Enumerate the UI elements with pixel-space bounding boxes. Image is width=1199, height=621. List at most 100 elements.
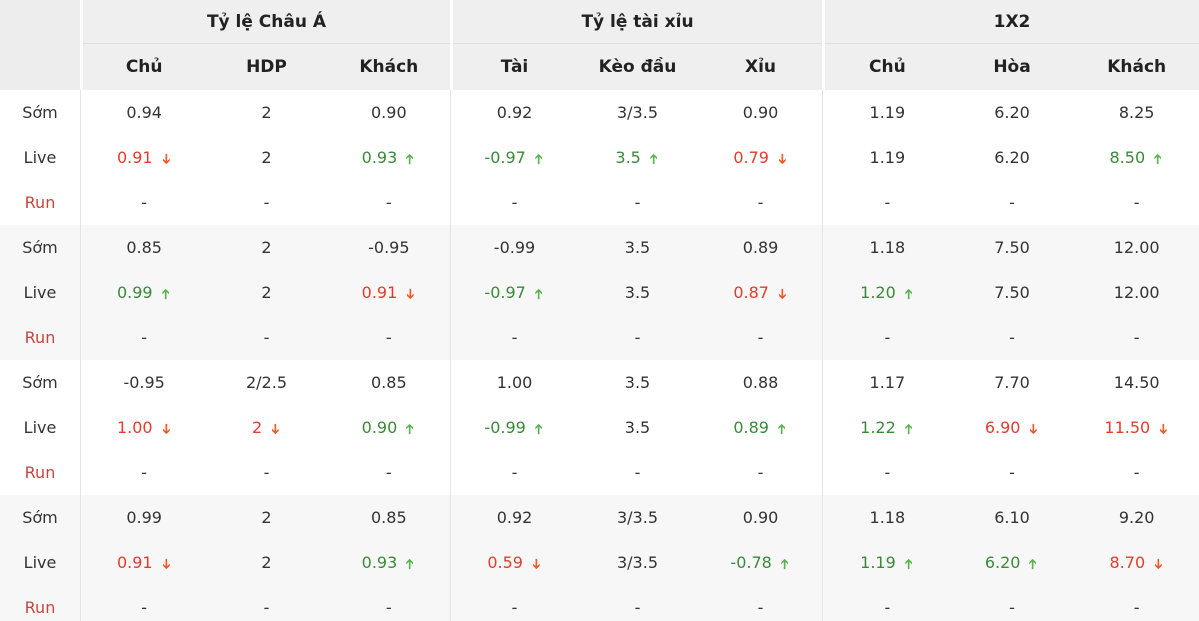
odds-cell: 0.79 (699, 148, 822, 167)
down-arrow-icon (775, 288, 789, 300)
odds-cell: 3/3.5 (576, 553, 699, 572)
odds-cell: -0.95 (328, 238, 450, 257)
odds-cell: 11.50 (1074, 418, 1199, 437)
odds-cell: - (950, 598, 1075, 617)
odds-value: 3/3.5 (616, 553, 658, 572)
odds-value: 1.22 (860, 418, 896, 437)
odds-value: 0.92 (496, 508, 533, 527)
group-section: --- (453, 585, 822, 621)
group-section: 1.18 7.50 12.00 (825, 225, 1199, 270)
odds-value: 7.50 (994, 238, 1030, 257)
odds-value: 6.10 (994, 508, 1030, 527)
column-divider (822, 180, 825, 225)
table-row: Live 1.00 2 0.90 -0.99 3.5 0.89 1.22 6.90 11.50 (0, 405, 1199, 450)
column-divider (450, 495, 453, 540)
group-section: --- (453, 450, 822, 495)
odds-value: - (511, 598, 518, 617)
odds-value: 0.90 (371, 103, 407, 122)
odds-value: 1.19 (869, 148, 906, 167)
column-divider (450, 0, 453, 90)
group-section: --- (453, 315, 822, 360)
odds-group: Sớm 0.99 2 0.85 0.92 3/3.5 0.90 1.18 6.10 9.20 Liv… (0, 495, 1199, 621)
odds-value: 0.85 (126, 238, 162, 257)
odds-value: - (511, 328, 518, 347)
group-section: --- (825, 180, 1199, 225)
up-arrow-icon (902, 423, 916, 435)
odds-cell: 0.91 (83, 553, 205, 572)
odds-value: 9.20 (1118, 508, 1155, 527)
odds-value: 1.18 (869, 508, 906, 527)
odds-cell: 9.20 (1074, 508, 1199, 527)
odds-cell: - (328, 598, 450, 617)
group-section: 0.92 3/3.5 0.90 (453, 495, 822, 540)
down-arrow-icon (775, 153, 789, 165)
odds-value: 0.89 (742, 238, 779, 257)
odds-cell: 1.19 (825, 148, 950, 167)
column-divider (822, 0, 825, 90)
column-divider (80, 180, 83, 225)
odds-cell: - (699, 328, 822, 347)
table-row: Sớm 0.94 2 0.90 0.92 3/3.5 0.90 1.19 6.20 8.25 (0, 90, 1199, 135)
odds-value: 2 (252, 418, 263, 437)
row-label: Run (24, 193, 56, 212)
odds-cell: 0.90 (328, 418, 450, 437)
odds-value: - (141, 193, 148, 212)
odds-cell: 3.5 (576, 283, 699, 302)
odds-cell: 0.99 (83, 508, 205, 527)
group-section: 0.99 2 0.85 (83, 495, 450, 540)
odds-cell: - (1074, 328, 1199, 347)
odds-cell: 12.00 (1074, 238, 1199, 257)
odds-cell: 3.5 (576, 373, 699, 392)
group-section: 1.17 7.70 14.50 (825, 360, 1199, 405)
group-section: 1.19 6.20 8.50 (825, 135, 1199, 180)
odds-value: - (757, 193, 764, 212)
odds-cell: -0.99 (453, 238, 576, 257)
group-section: -0.99 3.5 0.89 (453, 225, 822, 270)
odds-value: 2/2.5 (245, 373, 287, 392)
row-label: Live (23, 283, 57, 302)
odds-value: 1.20 (860, 283, 896, 302)
odds-cell: 0.90 (699, 103, 822, 122)
odds-cell: - (950, 463, 1075, 482)
odds-value: 2 (261, 148, 272, 167)
odds-value: 3/3.5 (616, 508, 658, 527)
up-arrow-icon (158, 288, 172, 300)
odds-value: - (757, 463, 764, 482)
odds-value: 6.20 (994, 148, 1030, 167)
odds-cell: 0.93 (328, 553, 450, 572)
group-section: 1.20 7.50 12.00 (825, 270, 1199, 315)
odds-value: - (385, 598, 392, 617)
column-header: Chủ (868, 57, 906, 77)
odds-cell: 6.20 (950, 103, 1075, 122)
odds-value: 7.70 (994, 373, 1030, 392)
table-row: Live 0.91 2 0.93 0.59 3/3.5 -0.78 1.19 6.20 8.70 (0, 540, 1199, 585)
odds-cell: 1.19 (825, 553, 950, 572)
odds-cell: 14.50 (1074, 373, 1199, 392)
odds-value: - (511, 193, 518, 212)
odds-value: 0.87 (733, 283, 769, 302)
odds-cell: -0.78 (699, 553, 822, 572)
odds-cell: 1.20 (825, 283, 950, 302)
odds-value: 1.18 (869, 238, 906, 257)
odds-value: 0.79 (733, 148, 769, 167)
odds-cell: - (950, 328, 1075, 347)
column-divider (450, 135, 453, 180)
row-label: Run (24, 598, 56, 617)
odds-cell: - (950, 193, 1075, 212)
odds-value: 1.00 (116, 418, 153, 437)
odds-cell: 0.85 (83, 238, 205, 257)
odds-value: 2 (261, 553, 272, 572)
group-section: 1.22 6.90 11.50 (825, 405, 1199, 450)
odds-cell: 1.22 (825, 418, 950, 437)
odds-value: 1.19 (869, 103, 906, 122)
column-divider (822, 315, 825, 360)
odds-value: - (263, 463, 270, 482)
odds-cell: 1.17 (825, 373, 950, 392)
group-section: --- (453, 180, 822, 225)
odds-value: - (634, 328, 641, 347)
up-arrow-icon (532, 153, 546, 165)
odds-cell: - (1074, 463, 1199, 482)
odds-cell: - (576, 463, 699, 482)
odds-value: - (1133, 463, 1140, 482)
